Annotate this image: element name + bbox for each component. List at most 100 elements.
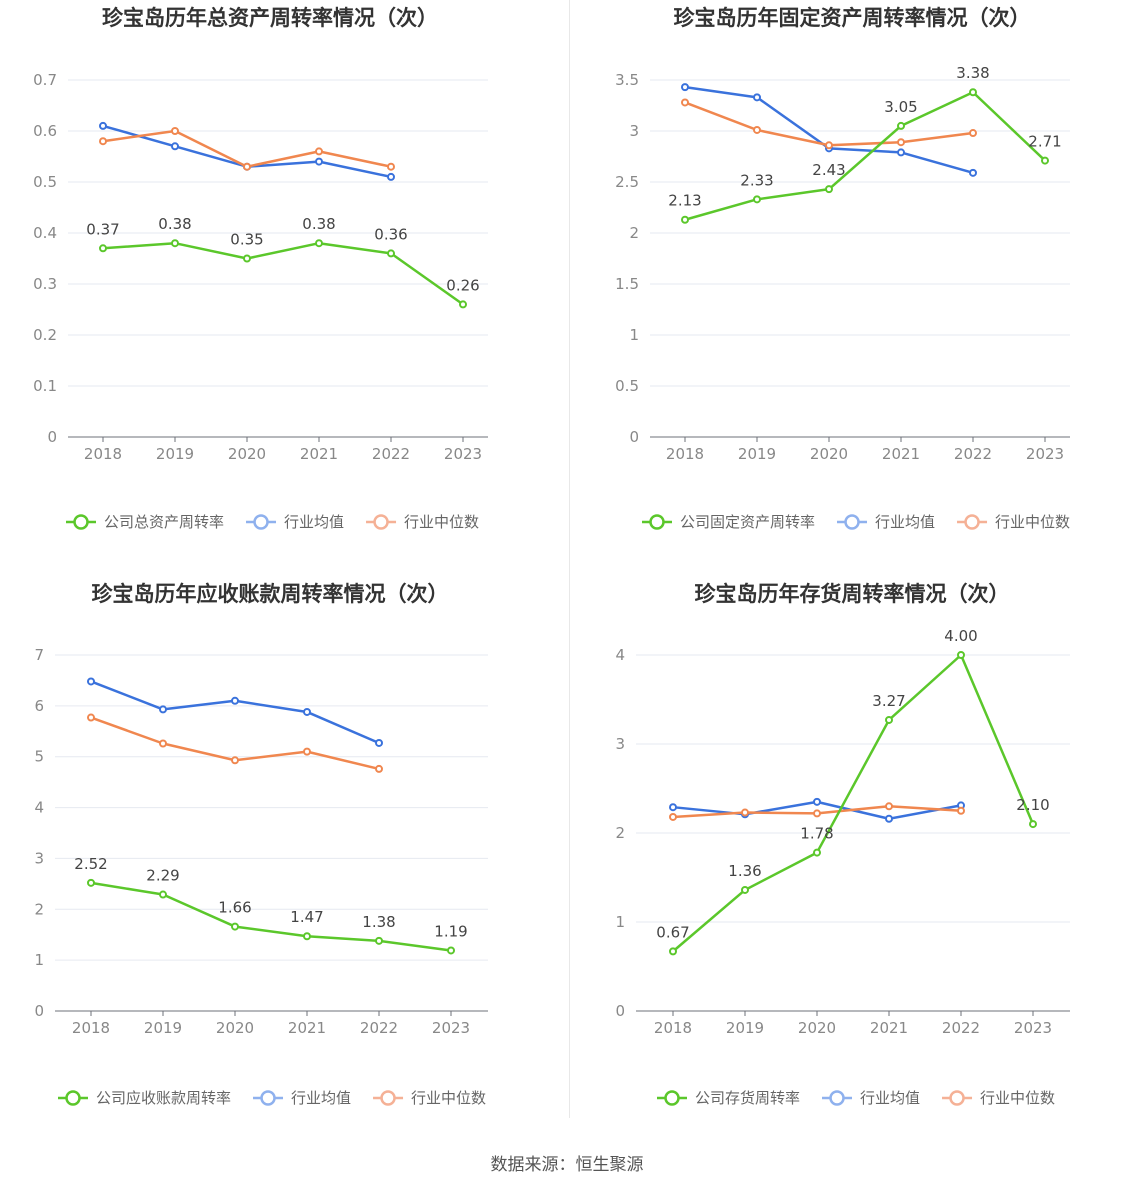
- data-point[interactable]: [303, 747, 311, 756]
- legend-item[interactable]: 行业均值: [837, 513, 935, 531]
- data-point[interactable]: [681, 215, 689, 224]
- legend-item[interactable]: 行业中位数: [957, 513, 1070, 531]
- chart-panel-2: 珍宝岛历年固定资产周转率情况（次） 0 0.5 1 1.5 2 2.5 3 3.5 2018 201…: [570, 0, 1134, 560]
- data-point[interactable]: [1041, 156, 1049, 165]
- data-point[interactable]: [813, 797, 821, 806]
- data-point[interactable]: [681, 83, 689, 92]
- data-point[interactable]: [315, 147, 323, 156]
- legend-marker-icon: [373, 514, 389, 530]
- data-point[interactable]: [969, 88, 977, 97]
- chart-panel-4: 珍宝岛历年存货周转率情况（次） 0 1 2 3 4 2018 2019 2020 2021 2022…: [570, 575, 1134, 1120]
- data-point[interactable]: [459, 300, 467, 309]
- legend-marker-icon: [949, 1090, 965, 1106]
- data-point[interactable]: [159, 739, 167, 748]
- data-point[interactable]: [885, 814, 893, 823]
- data-point[interactable]: [87, 878, 95, 887]
- series-line-industry-median: [684, 101, 974, 147]
- data-point[interactable]: [375, 738, 383, 747]
- data-point[interactable]: [669, 947, 677, 956]
- data-point[interactable]: [885, 802, 893, 811]
- data-point[interactable]: [885, 715, 893, 724]
- data-point[interactable]: [897, 148, 905, 157]
- legend-item[interactable]: 行业中位数: [373, 1089, 486, 1107]
- data-point[interactable]: [387, 249, 395, 258]
- legend-item[interactable]: 行业均值: [822, 1089, 920, 1107]
- data-point[interactable]: [1029, 820, 1037, 829]
- data-point[interactable]: [957, 806, 965, 815]
- data-point[interactable]: [231, 696, 239, 705]
- legend-label: 行业均值: [291, 1089, 351, 1107]
- data-point[interactable]: [243, 162, 251, 171]
- data-point[interactable]: [315, 239, 323, 248]
- x-tick-label: 2021: [300, 445, 338, 463]
- data-point[interactable]: [813, 848, 821, 857]
- chart-title: 珍宝岛历年固定资产周转率情况（次）: [674, 6, 1031, 30]
- legend-item[interactable]: 行业均值: [246, 513, 344, 531]
- data-point[interactable]: [681, 98, 689, 107]
- chart-svg: 珍宝岛历年总资产周转率情况（次） 0 0.1 0.2 0.3 0.4 0.5 0.6 0.7 20…: [33, 6, 488, 531]
- data-point[interactable]: [969, 129, 977, 138]
- legend-label: 行业均值: [860, 1089, 920, 1107]
- data-point[interactable]: [231, 922, 239, 931]
- data-label: 2.52: [74, 855, 107, 873]
- data-point[interactable]: [813, 809, 821, 818]
- data-point[interactable]: [171, 142, 179, 151]
- legend-item[interactable]: 公司固定资产周转率: [642, 513, 815, 531]
- data-point[interactable]: [375, 936, 383, 945]
- x-tick-label: 2021: [870, 1019, 908, 1037]
- data-point[interactable]: [753, 195, 761, 204]
- data-point[interactable]: [243, 254, 251, 263]
- x-tick-label: 2018: [654, 1019, 692, 1037]
- legend-item[interactable]: 公司总资产周转率: [66, 513, 224, 531]
- data-point[interactable]: [159, 890, 167, 899]
- y-tick-label: 4: [615, 646, 625, 664]
- data-point[interactable]: [87, 677, 95, 686]
- data-point[interactable]: [741, 885, 749, 894]
- data-point[interactable]: [753, 93, 761, 102]
- data-point[interactable]: [171, 127, 179, 135]
- data-point[interactable]: [825, 185, 833, 194]
- data-point[interactable]: [897, 138, 905, 147]
- panel-divider: [569, 0, 570, 1118]
- data-point[interactable]: [99, 244, 107, 253]
- x-tick-label: 2020: [798, 1019, 836, 1037]
- chart-title: 珍宝岛历年应收账款周转率情况（次）: [92, 582, 449, 606]
- legend-item[interactable]: 行业均值: [253, 1089, 351, 1107]
- data-point[interactable]: [171, 239, 179, 248]
- data-label: 1.36: [728, 862, 761, 880]
- data-point[interactable]: [741, 808, 749, 817]
- data-label: 1.38: [362, 913, 395, 931]
- data-point[interactable]: [387, 162, 395, 171]
- legend-marker-icon: [380, 1090, 396, 1106]
- data-point[interactable]: [303, 932, 311, 941]
- legend-item[interactable]: 公司应收账款周转率: [58, 1089, 231, 1107]
- data-point[interactable]: [669, 812, 677, 821]
- data-point[interactable]: [303, 707, 311, 716]
- x-tick-label: 2021: [288, 1019, 326, 1037]
- data-point[interactable]: [99, 121, 107, 130]
- y-tick-label: 0.5: [615, 377, 639, 395]
- data-point[interactable]: [897, 121, 905, 130]
- data-point[interactable]: [159, 705, 167, 714]
- data-point[interactable]: [957, 651, 965, 659]
- y-tick-label: 0.7: [33, 71, 57, 89]
- data-point[interactable]: [87, 713, 95, 722]
- data-point[interactable]: [231, 756, 239, 765]
- legend-item[interactable]: 行业中位数: [942, 1089, 1055, 1107]
- legend-label: 行业均值: [875, 513, 935, 531]
- data-point[interactable]: [825, 141, 833, 150]
- data-point[interactable]: [99, 137, 107, 146]
- data-point[interactable]: [315, 157, 323, 166]
- data-point[interactable]: [387, 172, 395, 181]
- data-label: 0.37: [86, 220, 119, 238]
- data-point[interactable]: [969, 168, 977, 177]
- x-tick-label: 2021: [882, 445, 920, 463]
- data-point[interactable]: [669, 803, 677, 812]
- y-tick-label: 3.5: [615, 71, 639, 89]
- legend-item[interactable]: 公司存货周转率: [657, 1089, 800, 1107]
- data-label: 1.19: [434, 922, 467, 940]
- data-point[interactable]: [447, 946, 455, 955]
- data-point[interactable]: [753, 125, 761, 134]
- legend-item[interactable]: 行业中位数: [366, 513, 479, 531]
- data-point[interactable]: [375, 764, 383, 773]
